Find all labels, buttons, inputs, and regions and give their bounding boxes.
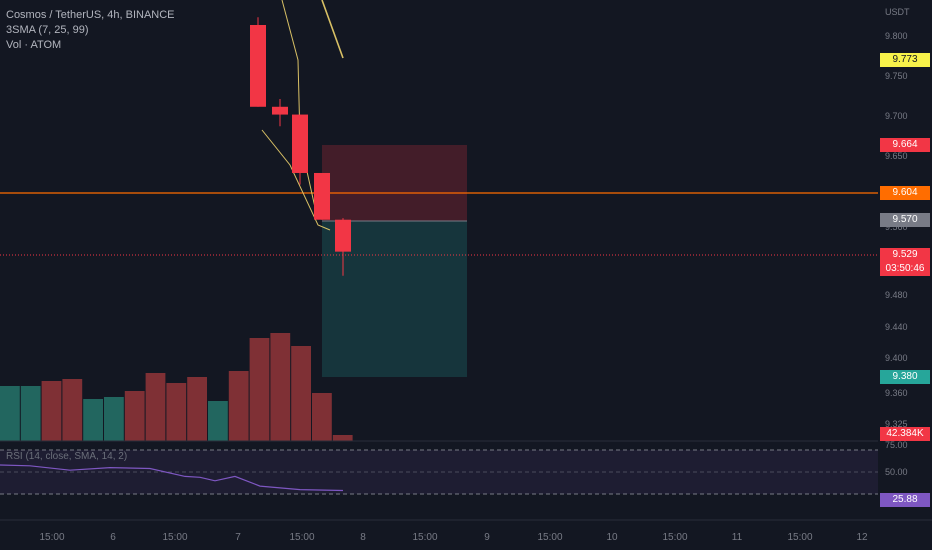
time-tick-label: 15:00 [662,532,688,543]
price-tick-label: 9.800 [885,31,908,41]
rsi-tick-75: 75.00 [885,440,908,450]
time-tick-label: 6 [110,532,116,543]
volume-bar [20,386,41,441]
price-tick-label: 9.650 [885,151,908,161]
volume-bar [145,373,166,441]
candle-body[interactable] [335,219,351,252]
bar-countdown-tag: 03:50:46 [880,262,930,276]
volume-bar [104,397,124,441]
volume-bar [312,393,332,441]
symbol-title[interactable]: Cosmos / TetherUS, 4h, BINANCE [6,9,175,21]
volume-bar [187,377,207,441]
target-bottom-tag: 9.380 [880,370,930,384]
price-tick-label: 9.700 [885,111,908,121]
volume-bar [62,379,83,441]
rsi-band [0,450,878,494]
price-tick-label: 9.750 [885,71,908,81]
time-tick-label: 15:00 [412,532,438,543]
moving-average-line-2 [261,129,331,231]
price-tick-label: 9.560 [885,222,908,232]
entry-price-tag: 9.570 [880,213,930,227]
time-tick-label: 15:00 [289,532,315,543]
rsi-tick-50: 50.00 [885,467,908,477]
volume-bar [83,399,103,441]
price-tick-label: 9.480 [885,290,908,300]
time-tick-label: 11 [731,532,743,543]
time-tick-label: 8 [360,532,366,543]
volume-bars [0,333,353,441]
position-stop-zone[interactable] [322,145,467,221]
candlesticks [250,17,351,276]
volume-bar [208,401,228,441]
target-top-tag: 9.664 [880,138,930,152]
candle-body[interactable] [314,172,330,220]
chart-legend: Cosmos / TetherUS, 4h, BINANCE 3SMA (7, … [6,8,175,53]
rsi-value-tag: 25.88 [880,493,930,507]
volume-bar [270,333,291,441]
volume-bar [166,383,187,441]
volume-bar [0,386,20,441]
rsi-indicator-label[interactable]: RSI (14, close, SMA, 14, 2) [6,451,128,462]
volume-value-tag: 42.384K [880,427,930,441]
candle-body[interactable] [272,106,288,115]
time-tick-label: 10 [606,532,618,543]
volume-bar [228,371,249,441]
volume-indicator-label[interactable]: Vol · ATOM [6,39,62,51]
volume-bar [124,391,145,441]
last-price-tag: 9.529 [880,248,930,262]
time-tick-label: 15:00 [39,532,65,543]
volume-bar [291,346,311,441]
time-tick-label: 12 [856,532,868,543]
candle-body[interactable] [292,114,308,173]
horizontal-line-tag: 9.604 [880,186,930,200]
time-tick-label: 7 [235,532,241,543]
time-tick-label: 9 [484,532,490,543]
time-tick-label: 15:00 [787,532,813,543]
price-tick-label: 9.440 [885,322,908,332]
moving-average-line-1 [281,0,317,213]
ma-value-tag: 9.773 [880,53,930,67]
price-tick-label: 9.360 [885,388,908,398]
currency-label: USDT [885,7,910,17]
candle-body[interactable] [250,25,266,107]
volume-bar [332,435,353,441]
time-tick-label: 15:00 [162,532,188,543]
time-tick-label: 15:00 [537,532,563,543]
price-tick-label: 9.325 [885,419,908,429]
rsi-line [0,464,344,492]
ma-indicator-label[interactable]: 3SMA (7, 25, 99) [6,24,89,36]
moving-average-line-3 [321,0,344,59]
volume-bar [249,338,270,441]
price-tick-label: 9.400 [885,353,908,363]
volume-bar [41,381,62,441]
